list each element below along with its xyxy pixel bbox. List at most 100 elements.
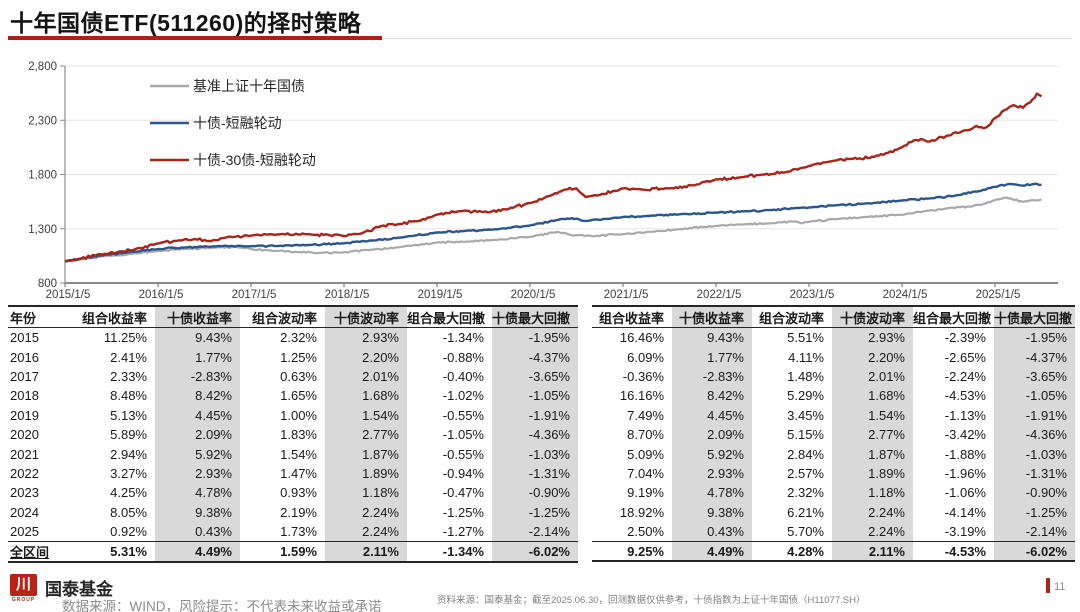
gtfund-logo-icon: 川 [10, 574, 37, 596]
table-cell: -1.88% [944, 446, 986, 462]
table-cell: 2.93% [672, 463, 752, 484]
table-header-row: 年份 组合收益率 十债收益率 组合波动率 十债波动率 组合最大回撤 十债最大回撤 [8, 305, 578, 328]
table-cell: -1.31% [492, 463, 578, 484]
table-cell: 5.89% [110, 427, 147, 443]
table-cell: -1.34% [407, 541, 492, 564]
table-cell: 3.27% [110, 465, 147, 481]
table-cell: 5.92% [672, 444, 752, 464]
table-cell: 2.94% [110, 446, 147, 462]
x-axis-tick-label: 2022/1/5 [697, 289, 742, 301]
table-cell: 1.47% [280, 465, 317, 481]
table-cell: 5.13% [110, 407, 147, 423]
legend-item: 十债-30债-短融轮动 [150, 152, 316, 168]
performance-line-chart: 800 1,300 1,800 2,300 2,800 2015/1/5 2016/1/5 2… [28, 61, 1058, 301]
title-underline [8, 36, 382, 40]
table-cell: 1.59% [240, 541, 325, 564]
y-axis-tick-label: 1,300 [28, 224, 57, 236]
table-cell: 4.45% [155, 405, 240, 425]
table-cell: 6.21% [787, 504, 824, 520]
table-cell: -4.36% [492, 424, 578, 445]
table-cell: -2.24% [944, 368, 986, 384]
table-cell: -4.37% [994, 347, 1075, 367]
table-cell: -0.47% [442, 485, 484, 501]
table-cell: 全区间 [8, 541, 66, 564]
x-axis-tick-label: 2020/1/5 [511, 289, 556, 301]
table-row: 16.16% 8.42% 5.29% 1.68% -4.53% -1.05% [592, 386, 1075, 406]
table-cell: 2.84% [787, 446, 824, 462]
table-row: 18.92% 9.38% 6.21% 2.24% -4.14% -1.25% [592, 502, 1075, 522]
table-row: 2022 3.27% 2.93% 1.47% 1.89% -0.94% -1.31% [8, 463, 578, 484]
x-axis-tick-label: 2016/1/5 [139, 289, 184, 301]
logo-group-text: GROUP [11, 597, 36, 603]
table-cell: -4.53% [913, 541, 994, 563]
table-cell: 2.24% [832, 521, 913, 542]
table-cell: -1.95% [492, 327, 578, 348]
company-name: 国泰基金 [45, 580, 113, 599]
table-cell: -0.90% [994, 483, 1075, 503]
column-header: 年份 [8, 305, 66, 328]
table-cell: 8.05% [110, 504, 147, 520]
table-cell: 5.31% [66, 541, 155, 564]
table-cell: 2.32% [280, 330, 317, 346]
table-total-row: 全区间 5.31% 4.49% 1.59% 2.11% -1.34% -6.02% [8, 541, 578, 564]
table-cell: 5.92% [155, 444, 240, 464]
y-axis-tick-label: 1,800 [28, 170, 57, 182]
column-header: 十债波动率 [832, 305, 913, 328]
table-cell: 2.93% [155, 463, 240, 484]
table-cell: 9.43% [672, 327, 752, 348]
table-cell: -1.91% [994, 405, 1075, 425]
table-cell: 7.04% [627, 465, 664, 481]
table-cell: 2.93% [325, 327, 407, 348]
source-note: 资料来源：国泰基金；截至2025.06.30，回测数据仅供参考，十债指数为上证十… [437, 595, 866, 606]
table-cell: 4.45% [672, 405, 752, 425]
table-cell: -3.19% [944, 524, 986, 540]
series-line [65, 196, 1042, 263]
table-cell: 2017 [10, 368, 39, 384]
table-cell: 1.54% [325, 405, 407, 425]
table-cell: -0.55% [442, 446, 484, 462]
table-cell: 1.18% [832, 483, 913, 503]
table-cell: 1.68% [832, 386, 913, 406]
table-cell: 9.19% [627, 485, 664, 501]
page-number-bar [1046, 578, 1050, 593]
table-cell: 11.25% [103, 330, 147, 346]
table-cell: 8.42% [155, 386, 240, 406]
table-cell: 3.45% [787, 407, 824, 423]
table-cell: -3.42% [944, 427, 986, 443]
x-axis-tick-label: 2018/1/5 [325, 289, 370, 301]
table-cell: -1.96% [944, 465, 986, 481]
table-cell: 2.20% [325, 347, 407, 367]
table-cell: -0.94% [442, 465, 484, 481]
table-row: 7.04% 2.93% 2.57% 1.89% -1.96% -1.31% [592, 463, 1075, 484]
table-cell: 2025 [10, 524, 39, 540]
table-cell: 4.49% [155, 541, 240, 564]
table-cell: 16.46% [619, 330, 664, 346]
table-cell: 2.50% [627, 524, 664, 540]
column-header: 组合最大回撤 [407, 305, 492, 328]
table-cell: 4.49% [672, 541, 752, 563]
table-cell: 16.16% [619, 388, 664, 404]
table-cell: 1.77% [672, 347, 752, 367]
table-cell: 4.28% [752, 541, 832, 563]
table-cell: 2.24% [325, 521, 407, 542]
table-row: 2.50% 0.43% 5.70% 2.24% -3.19% -2.14% [592, 521, 1075, 542]
table-cell: -1.03% [994, 444, 1075, 464]
table-cell: 1.68% [325, 386, 407, 406]
legend-item: 十债-短融轮动 [150, 115, 282, 131]
table-cell: 2015 [10, 330, 39, 346]
column-header: 组合收益率 [592, 305, 672, 328]
table-row: 2023 4.25% 4.78% 0.93% 1.18% -0.47% -0.90% [8, 483, 578, 503]
table-cell: 0.63% [280, 368, 317, 384]
table-total-row: 9.25% 4.49% 4.28% 2.11% -4.53% -6.02% [592, 541, 1075, 563]
table-cell: 9.43% [155, 327, 240, 348]
table-row: 5.09% 5.92% 2.84% 1.87% -1.88% -1.03% [592, 444, 1075, 464]
table-cell: 5.29% [787, 388, 824, 404]
table-row: 7.49% 4.45% 3.45% 1.54% -1.13% -1.91% [592, 405, 1075, 425]
table-cell: 4.78% [672, 483, 752, 503]
table-cell: -1.95% [994, 327, 1075, 348]
table-row: 2025 0.92% 0.43% 1.73% 2.24% -1.27% -2.14% [8, 521, 578, 542]
table-row: 16.46% 9.43% 5.51% 2.93% -2.39% -1.95% [592, 327, 1075, 348]
table-cell: -2.65% [944, 349, 986, 365]
column-header: 十债收益率 [155, 305, 240, 328]
table-cell: 2022 [10, 465, 39, 481]
